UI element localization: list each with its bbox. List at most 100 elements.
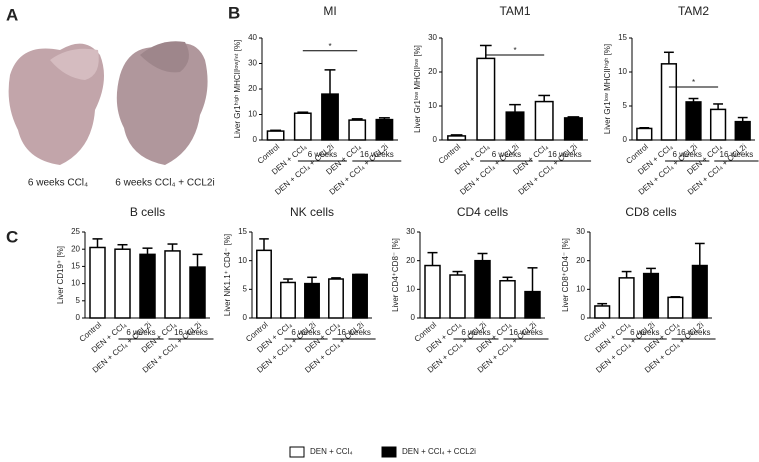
y-tick-label: 5: [623, 101, 628, 110]
group-label: 16 weeks: [720, 150, 754, 159]
bar: [321, 93, 339, 141]
group-label: 16 weeks: [174, 328, 208, 337]
bar: [734, 120, 751, 141]
bar: [352, 273, 368, 319]
chart-title: MI: [323, 4, 336, 18]
bar: [642, 272, 660, 319]
y-tick-label: 15: [71, 262, 80, 271]
y-tick-label: 25: [71, 227, 80, 236]
y-tick-label: 0: [411, 313, 416, 322]
y-tick-label: 15: [618, 33, 627, 42]
legend-swatch: [289, 446, 305, 458]
bar: [499, 279, 516, 319]
y-tick-label: 10: [71, 279, 80, 288]
group-label: 6 weeks: [291, 328, 320, 337]
y-tick-label: 10: [238, 256, 247, 265]
chart-title: TAM1: [499, 4, 530, 18]
chart-title: TAM2: [678, 4, 709, 18]
bar: [660, 63, 678, 141]
chart-title: NK cells: [290, 205, 334, 219]
y-tick-label: 30: [248, 59, 257, 68]
panel-label: A: [6, 5, 18, 24]
bar: [449, 274, 466, 319]
y-tick-label: 0: [581, 313, 586, 322]
bar: [328, 278, 344, 319]
bar: [348, 119, 367, 141]
significance-label: *: [513, 46, 516, 55]
y-axis-label: Liver CD19⁺ [%]: [56, 246, 65, 304]
bar: [139, 253, 156, 319]
photo-caption: 6 weeks CCl₄: [28, 178, 88, 189]
bar: [563, 117, 583, 141]
group-label: 6 weeks: [126, 328, 155, 337]
liver-photo: [8, 43, 104, 165]
chart-title: CD8 cells: [625, 205, 676, 219]
group-label: 16 weeks: [509, 328, 543, 337]
bar: [266, 130, 285, 141]
panel-label: C: [6, 227, 18, 246]
bar: [476, 57, 496, 141]
y-axis-label: Liver NK1.1⁺ CD4⁻ [%]: [223, 234, 232, 316]
y-axis-label: Liver Gr1ʰⁱᵍʰ MHCIIˡᵒʷ/ⁱⁿᵗ [%]: [233, 40, 242, 139]
bar: [594, 305, 611, 319]
chart-title: B cells: [130, 205, 165, 219]
bar: [685, 101, 702, 141]
group-label: 6 weeks: [673, 150, 702, 159]
bar: [534, 100, 554, 141]
y-tick-label: 20: [71, 244, 80, 253]
bar: [691, 264, 708, 319]
bar: [709, 108, 727, 141]
y-tick-label: 20: [576, 256, 585, 265]
bar: [114, 248, 131, 319]
significance-label: *: [692, 78, 695, 87]
bar: [280, 281, 296, 319]
legend-label: DEN + CCl₄: [310, 447, 353, 456]
liver-photo: [116, 41, 208, 166]
bar: [304, 282, 320, 319]
bar: [293, 112, 312, 141]
y-tick-label: 30: [406, 227, 415, 236]
y-tick-label: 20: [428, 67, 437, 76]
bar: [636, 127, 653, 141]
y-tick-label: 5: [76, 296, 81, 305]
y-tick-label: 10: [576, 284, 585, 293]
y-tick-label: 10: [618, 67, 627, 76]
chart-title: CD4 cells: [457, 205, 508, 219]
y-tick-label: 15: [238, 227, 247, 236]
y-axis-label: Liver CD4⁺CD8⁻ [%]: [391, 238, 400, 312]
group-label: 16 weeks: [677, 328, 711, 337]
bar: [505, 111, 525, 141]
y-axis-label: Liver Gr1ˡᵒʷ MHCIIˡᵒʷ [%]: [413, 45, 422, 133]
legend-label: DEN + CCl₄ + CCL2i: [402, 447, 476, 456]
y-axis-label: Liver Gr1ˡᵒʷ MHCIIʰⁱᵍʰ [%]: [603, 44, 612, 134]
y-tick-label: 40: [248, 33, 257, 42]
y-tick-label: 0: [433, 135, 438, 144]
y-tick-label: 0: [623, 135, 628, 144]
bar: [474, 259, 491, 319]
group-label: 6 weeks: [492, 150, 521, 159]
y-tick-label: 10: [248, 110, 257, 119]
group-label: 6 weeks: [630, 328, 659, 337]
bar: [256, 249, 272, 319]
y-tick-label: 0: [76, 313, 81, 322]
bar: [667, 296, 684, 319]
group-label: 6 weeks: [308, 150, 337, 159]
y-tick-label: 30: [428, 33, 437, 42]
photo-caption: 6 weeks CCl₄ + CCL2i: [115, 178, 214, 189]
y-tick-label: 20: [248, 84, 257, 93]
bar: [189, 266, 206, 319]
panel-label: B: [228, 3, 240, 22]
significance-label: *: [328, 42, 331, 51]
x-tick-label: Control: [437, 142, 463, 166]
group-label: 16 weeks: [337, 328, 371, 337]
bar: [618, 277, 635, 319]
group-label: 16 weeks: [360, 150, 394, 159]
group-label: 6 weeks: [461, 328, 490, 337]
y-tick-label: 0: [253, 135, 258, 144]
bar: [89, 246, 106, 319]
bar: [164, 250, 181, 319]
bar: [375, 118, 394, 141]
y-tick-label: 20: [406, 256, 415, 265]
y-tick-label: 10: [406, 284, 415, 293]
group-label: 16 weeks: [548, 150, 582, 159]
